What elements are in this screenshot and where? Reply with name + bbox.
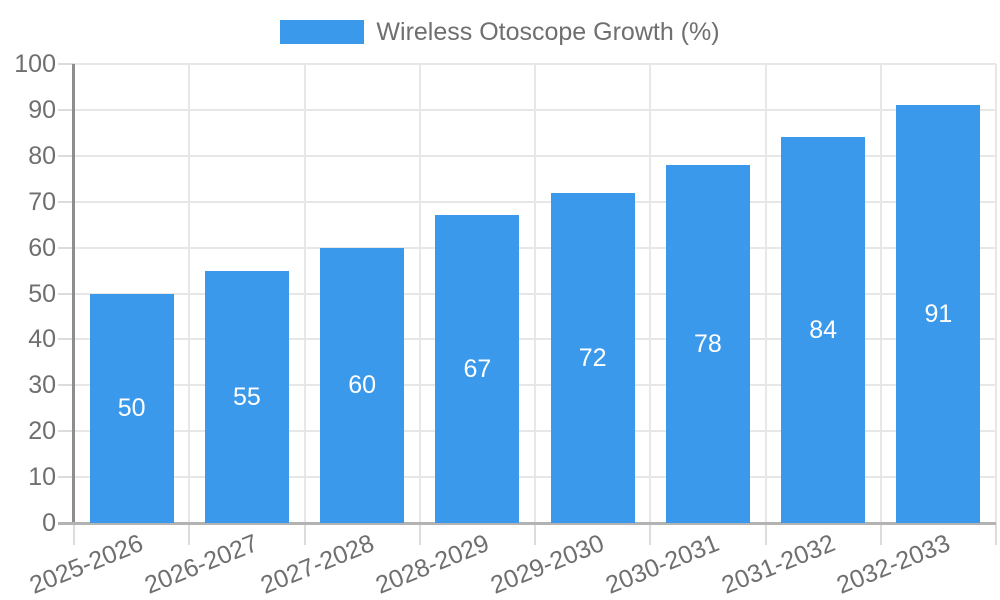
x-gridline [303, 64, 306, 523]
y-axis-tick-label: 70 [28, 187, 56, 216]
bar-value-label: 84 [809, 316, 838, 345]
bar-value-label: 91 [924, 300, 953, 329]
bar-2030-2031 [665, 164, 750, 523]
bar-2029-2030 [550, 192, 635, 523]
y-axis-tick-label: 80 [28, 141, 56, 170]
x-axis-tick [995, 523, 997, 545]
x-axis-tick [649, 523, 652, 545]
y-axis-tick-label: 90 [28, 95, 56, 124]
x-gridline [995, 64, 997, 523]
y-axis-tick-label: 30 [28, 371, 56, 400]
x-gridline [649, 64, 652, 523]
x-axis-tick [534, 523, 536, 545]
bar-value-label: 72 [578, 343, 607, 372]
chart-legend: Wireless Otoscope Growth (%) [0, 16, 1000, 48]
legend-color-swatch [280, 20, 365, 44]
x-axis-tick [879, 523, 882, 545]
bar-2031-2032 [781, 137, 866, 523]
x-axis-tick-label: 2032-2033 [832, 529, 954, 600]
y-axis-tick-label: 10 [28, 463, 56, 492]
x-axis-tick-label: 2031-2032 [717, 529, 839, 600]
y-axis-tick-label: 0 [42, 509, 56, 537]
y-axis-tick-label: 40 [28, 325, 56, 354]
y-axis-tick [58, 154, 74, 157]
bar-2028-2029 [435, 215, 520, 523]
x-axis-tick-label: 2026-2027 [141, 529, 263, 600]
x-axis-tick-label: 2028-2029 [371, 529, 493, 600]
x-axis-tick [764, 523, 767, 545]
x-axis-tick [188, 523, 191, 545]
y-axis-tick [58, 384, 74, 387]
y-axis-tick [58, 200, 74, 203]
bar-value-label: 78 [693, 329, 722, 358]
y-axis-tick [58, 338, 74, 341]
y-axis-tick [58, 63, 74, 65]
bar-value-label: 67 [463, 355, 492, 384]
x-gridline [188, 64, 191, 523]
y-axis-tick [58, 476, 74, 479]
x-axis-tick-label: 2030-2031 [602, 529, 724, 600]
legend-label: Wireless Otoscope Growth (%) [376, 17, 720, 46]
bar-value-label: 50 [117, 394, 146, 423]
y-axis-tick [58, 246, 74, 249]
x-gridline [764, 64, 767, 523]
y-axis-tick [58, 108, 74, 111]
y-axis-tick-label: 20 [28, 417, 56, 446]
y-axis-tick-label: 50 [28, 279, 56, 308]
y-axis-tick [58, 430, 74, 433]
bar-2026-2027 [204, 270, 289, 523]
bar-2032-2033 [896, 105, 981, 523]
x-gridline [534, 64, 536, 523]
y-axis-tick-label: 60 [28, 233, 56, 262]
y-axis-tick-label: 100 [14, 50, 56, 78]
x-gridline [879, 64, 882, 523]
bar-2025-2026 [89, 293, 174, 523]
y-axis-line [72, 64, 75, 523]
x-axis-tick [303, 523, 306, 545]
x-axis-line [58, 522, 996, 525]
bar-value-label: 60 [348, 371, 377, 400]
x-axis-tick-label: 2025-2026 [25, 529, 148, 600]
x-axis-tick [73, 523, 75, 545]
legend-item[interactable]: Wireless Otoscope Growth (%) [280, 17, 720, 47]
bar-2027-2028 [320, 247, 405, 523]
y-axis-tick [58, 292, 74, 295]
x-axis-tick-label: 2027-2028 [256, 529, 378, 600]
x-gridline [418, 64, 421, 523]
x-axis-tick-label: 2029-2030 [486, 529, 609, 600]
x-axis-tick [418, 523, 421, 545]
bar-value-label: 55 [232, 382, 261, 411]
